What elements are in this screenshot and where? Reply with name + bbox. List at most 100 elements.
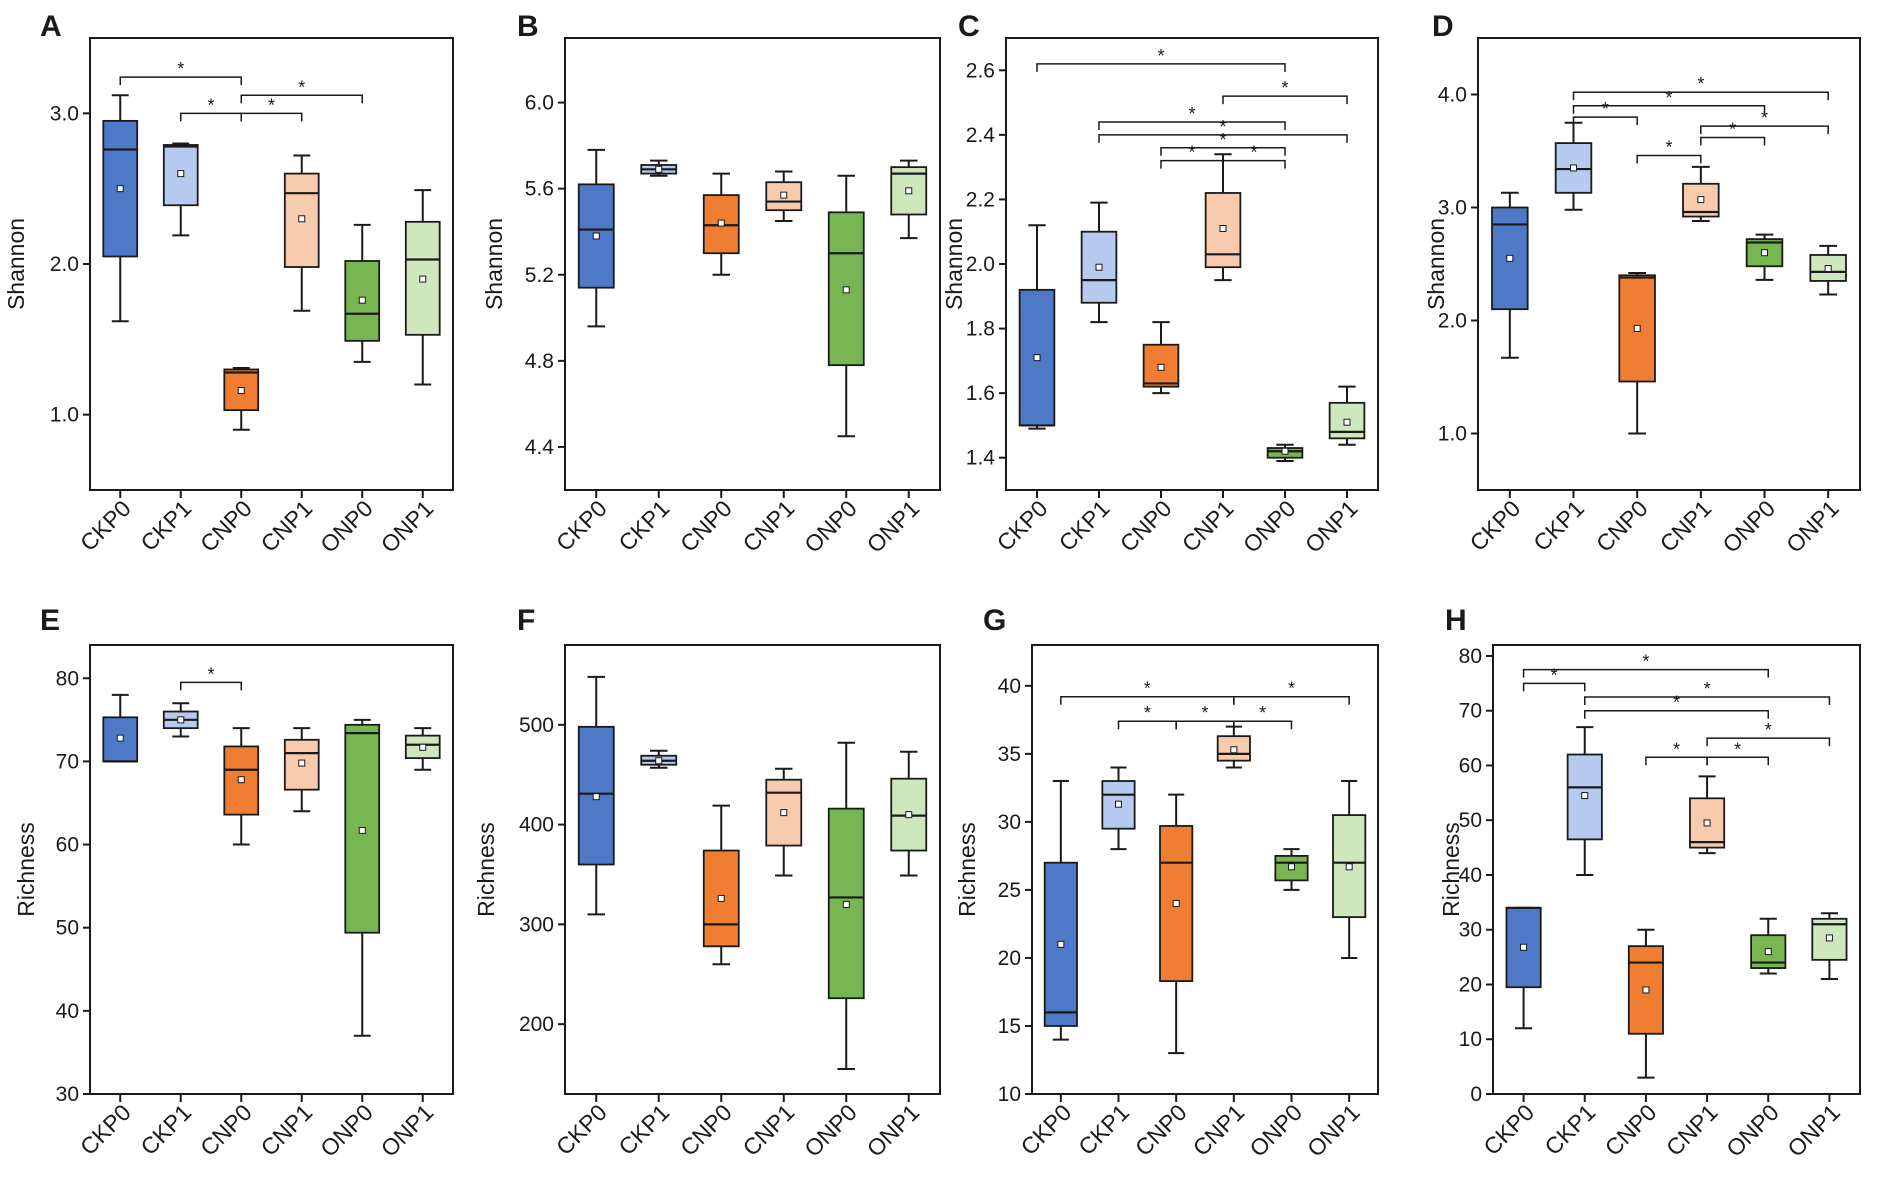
box-CKP0 xyxy=(102,94,139,323)
y-tick-label: 15 xyxy=(998,1015,1021,1038)
x-tick-label: CKP0 xyxy=(551,1099,612,1160)
box-CNP1 xyxy=(283,727,320,813)
x-tick-label: CNP1 xyxy=(1177,495,1239,557)
x-tick-label: ONP0 xyxy=(1238,495,1301,558)
bracket-line xyxy=(240,94,363,104)
y-tick-label: 1.8 xyxy=(966,318,995,341)
bracket-line xyxy=(1522,668,1769,678)
bracket-line xyxy=(1222,95,1348,105)
box-CNP1 xyxy=(765,767,803,877)
plot-frame xyxy=(1477,37,1861,491)
significance-star: * xyxy=(1673,693,1680,713)
significance-star: * xyxy=(1259,703,1266,723)
y-tick-label: 20 xyxy=(1459,973,1482,996)
box-CKP0 xyxy=(1491,191,1529,359)
box-ONP1 xyxy=(890,750,928,877)
significance-bracket: * xyxy=(1036,46,1286,72)
x-tick-label: CNP0 xyxy=(1115,495,1177,557)
significance-bracket: * xyxy=(1572,88,1766,114)
mean-marker xyxy=(717,894,725,902)
x-tick-label: ONP1 xyxy=(1782,1099,1845,1162)
significance-star: * xyxy=(268,95,275,115)
mean-marker xyxy=(298,215,306,223)
x-tick-label: CNP0 xyxy=(1600,1099,1662,1161)
y-axis-label: Shannon xyxy=(481,218,507,310)
y-tick-label: 4.0 xyxy=(1438,84,1467,107)
box-CKP1 xyxy=(1101,766,1136,851)
x-tick-label: ONP0 xyxy=(799,1099,862,1162)
y-tick-label: 10 xyxy=(998,1083,1021,1106)
y-tick-label: 50 xyxy=(56,917,79,940)
bracket-line xyxy=(1522,682,1586,692)
x-tick-label: ONP0 xyxy=(1717,495,1780,558)
box-CNP1 xyxy=(1204,153,1242,282)
significance-bracket: * xyxy=(1222,143,1286,169)
panel-A: A 1.0 2.0 3.0 Shannon CKP0 CKP1CNP0CNP1ONP0ONP… xyxy=(3,10,454,558)
significance-star: * xyxy=(1188,143,1195,163)
x-tick-label: CKP0 xyxy=(1015,1099,1076,1160)
significance-bracket: * xyxy=(240,95,303,122)
y-tick-label: 1.0 xyxy=(1438,423,1467,446)
plot-frame xyxy=(1492,644,1861,1095)
mean-marker xyxy=(592,793,600,801)
y-tick-label: 1.6 xyxy=(966,382,995,405)
y-tick-label: 20 xyxy=(998,947,1021,970)
significance-bracket: * xyxy=(1160,130,1286,156)
x-tick-label: ONP1 xyxy=(1781,495,1844,558)
box-CKP1 xyxy=(162,142,199,237)
mean-marker xyxy=(177,170,185,178)
mean-marker xyxy=(1033,354,1041,362)
panel-letter: F xyxy=(517,604,535,637)
box-CNP1 xyxy=(1689,775,1726,855)
x-tick-label: ONP0 xyxy=(1244,1099,1307,1162)
y-tick-label: 60 xyxy=(1459,754,1482,777)
panel-letter: B xyxy=(517,10,539,43)
mean-marker xyxy=(1230,746,1238,754)
y-tick-label: 30 xyxy=(998,811,1021,834)
panel-G: G10152025303540RichnessCKP0CKP1CNP0CNP1O… xyxy=(954,604,1379,1162)
bracket-line xyxy=(1706,737,1831,747)
panel-letter: H xyxy=(1445,604,1467,637)
significance-bracket: * xyxy=(1098,104,1286,130)
y-tick-label: 70 xyxy=(1459,700,1482,723)
y-tick-label: 500 xyxy=(519,714,554,737)
plot-frame xyxy=(564,644,941,1095)
x-tick-label: CNP1 xyxy=(256,495,318,557)
significance-star: * xyxy=(1673,739,1680,759)
box-CKP1 xyxy=(162,702,199,738)
box-ONP1 xyxy=(890,159,928,240)
y-tick-label: 300 xyxy=(519,913,554,936)
bracket-line xyxy=(1572,116,1638,126)
mean-marker xyxy=(1697,196,1705,204)
x-tick-label: CKP0 xyxy=(75,1099,136,1160)
mean-marker xyxy=(116,734,124,742)
box-CKP0 xyxy=(1505,906,1542,1030)
mean-marker xyxy=(237,776,245,784)
significance-star: * xyxy=(177,59,184,79)
box-ONP0 xyxy=(827,741,865,1071)
significance-star: * xyxy=(1765,720,1772,740)
y-tick-label: 5.2 xyxy=(525,264,554,287)
y-axis-label: Shannon xyxy=(1423,218,1449,310)
bracket-line xyxy=(1233,695,1350,705)
box-CKP0 xyxy=(577,148,615,328)
box-ONP0 xyxy=(344,223,381,363)
significance-star: * xyxy=(1761,108,1768,128)
mean-marker xyxy=(842,286,850,294)
significance-bracket: * xyxy=(1572,74,1829,101)
bracket-line xyxy=(1636,154,1702,164)
box-CKP1 xyxy=(640,159,678,177)
bracket-line xyxy=(1036,63,1286,72)
y-axis-label: Shannon xyxy=(941,218,967,310)
bracket-line xyxy=(1706,756,1769,766)
x-tick-label: CKP1 xyxy=(135,1099,196,1160)
significance-bracket: * xyxy=(1706,720,1831,747)
iqr-box xyxy=(1618,274,1656,383)
box-CNP1 xyxy=(1682,165,1720,223)
panel-letter: A xyxy=(40,10,62,43)
x-tick-label: ONP0 xyxy=(315,1099,378,1162)
x-tick-label: CNP0 xyxy=(1591,495,1653,557)
x-tick-label: CNP0 xyxy=(1130,1099,1192,1161)
